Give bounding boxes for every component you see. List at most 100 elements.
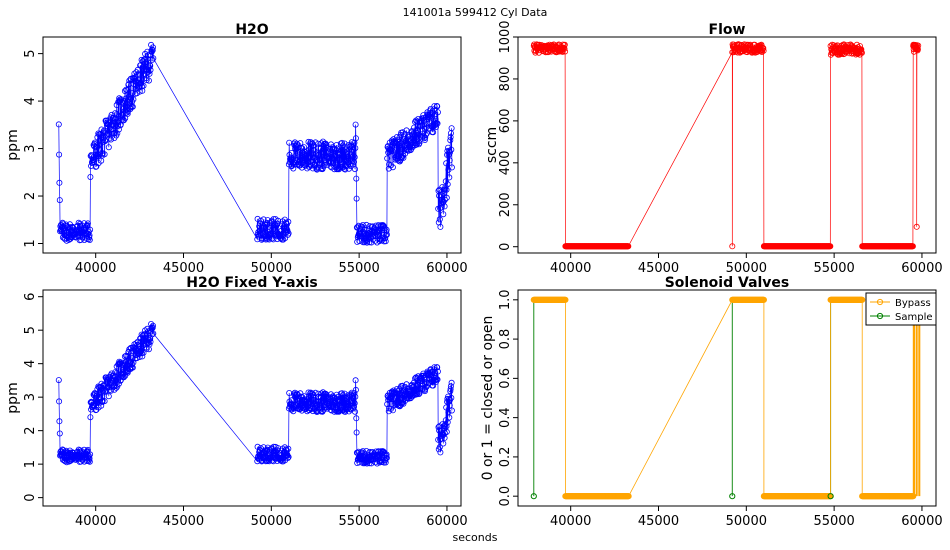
- data-point: [274, 220, 281, 227]
- data-point: [149, 322, 156, 329]
- data-point: [434, 120, 441, 127]
- data-point: [389, 407, 396, 414]
- data-point: [129, 90, 136, 97]
- panel-title: Solenoid Valves: [665, 275, 790, 291]
- data-point: [352, 377, 359, 384]
- data-point: [446, 174, 453, 181]
- legend-marker-sample: [876, 312, 884, 320]
- data-layer: [530, 296, 926, 500]
- data-point: [448, 379, 455, 386]
- data-point: [101, 151, 108, 158]
- data-point: [55, 121, 62, 128]
- data-point: [858, 46, 865, 53]
- data-point: [381, 225, 388, 232]
- data-point: [284, 454, 291, 461]
- y-tick-label: 2: [23, 192, 38, 200]
- data-point: [149, 56, 156, 63]
- data-point: [341, 140, 348, 147]
- data-point: [143, 345, 150, 352]
- x-tick-label: 40000: [550, 261, 591, 276]
- data-point: [115, 380, 122, 387]
- data-point: [353, 195, 360, 202]
- data-point: [84, 220, 91, 227]
- data-point: [285, 445, 292, 452]
- data-point: [352, 135, 359, 142]
- data-point: [443, 428, 450, 435]
- data-point: [382, 234, 389, 241]
- y-tick-label: 1000: [498, 20, 513, 53]
- y-ticks: 0 200 400 600 800 1000: [498, 20, 518, 251]
- data-point: [446, 157, 453, 164]
- data-point: [348, 389, 355, 396]
- data-point: [121, 88, 128, 95]
- y-ticks: 0.0 0.2 0.4 0.6 0.8 1.0: [498, 289, 518, 507]
- data-point: [150, 330, 157, 337]
- data-point: [423, 124, 430, 131]
- data-point: [101, 398, 108, 405]
- y-tick-label: 0.0: [498, 486, 513, 507]
- data-point: [343, 151, 350, 158]
- x-tick-label: 45000: [163, 261, 204, 276]
- data-point: [400, 154, 407, 161]
- bypass-point: [625, 493, 632, 500]
- data-point: [336, 398, 343, 405]
- y-tick-label: 400: [498, 150, 513, 175]
- data-point: [266, 236, 273, 243]
- data-point: [443, 423, 450, 430]
- y-tick-label: 600: [498, 108, 513, 133]
- data-point: [383, 231, 390, 238]
- data-point: [387, 162, 394, 169]
- data-point: [145, 77, 152, 84]
- data-point: [146, 341, 153, 348]
- panel-h2o: H2O ppm 1 2 3 4 5 40000 45000 50000 55000 60000: [5, 22, 468, 276]
- data-point: [350, 152, 357, 159]
- data-point: [122, 95, 129, 102]
- data-point: [363, 221, 370, 228]
- data-point: [134, 71, 141, 78]
- legend: Bypass Sample: [865, 292, 937, 326]
- data-point: [284, 452, 291, 459]
- data-layer: [55, 41, 455, 246]
- data-point: [351, 408, 358, 415]
- y-axis-label: ppm: [5, 129, 21, 160]
- data-point: [120, 374, 127, 381]
- data-point: [326, 400, 333, 407]
- data-point: [434, 376, 441, 383]
- data-point: [109, 122, 116, 129]
- data-point: [316, 159, 323, 166]
- data-point: [257, 445, 264, 452]
- y-tick-label: 2: [23, 427, 38, 435]
- series-line: [533, 43, 919, 247]
- plot-frame: [42, 289, 462, 507]
- data-point: [146, 70, 153, 77]
- x-tick-label: 60000: [426, 261, 467, 276]
- data-point: [430, 123, 437, 130]
- data-point: [297, 140, 304, 147]
- data-point: [417, 133, 424, 140]
- data-point: [290, 408, 297, 415]
- data-point: [113, 102, 120, 109]
- y-tick-label: 0.4: [498, 407, 513, 428]
- data-point: [446, 149, 453, 156]
- data-point: [333, 141, 340, 148]
- data-point: [447, 137, 454, 144]
- data-point: [110, 122, 117, 129]
- y-axis-label: sccm: [484, 127, 500, 163]
- data-point: [261, 228, 268, 235]
- data-layer: [55, 320, 455, 467]
- data-point: [257, 217, 264, 224]
- y-ticks: 0 1 2 3 4 5 6: [23, 293, 43, 502]
- data-point: [422, 134, 429, 141]
- y-tick-label: 0: [498, 243, 513, 251]
- data-point: [86, 232, 93, 239]
- data-point: [123, 100, 130, 107]
- data-point: [434, 109, 441, 116]
- data-point: [559, 48, 566, 55]
- x-tick-label: 50000: [251, 261, 292, 276]
- sample-point: [827, 493, 834, 500]
- data-point: [352, 393, 359, 400]
- data-point: [136, 88, 143, 95]
- data-point: [300, 397, 307, 404]
- data-point: [319, 407, 326, 414]
- data-point: [351, 154, 358, 161]
